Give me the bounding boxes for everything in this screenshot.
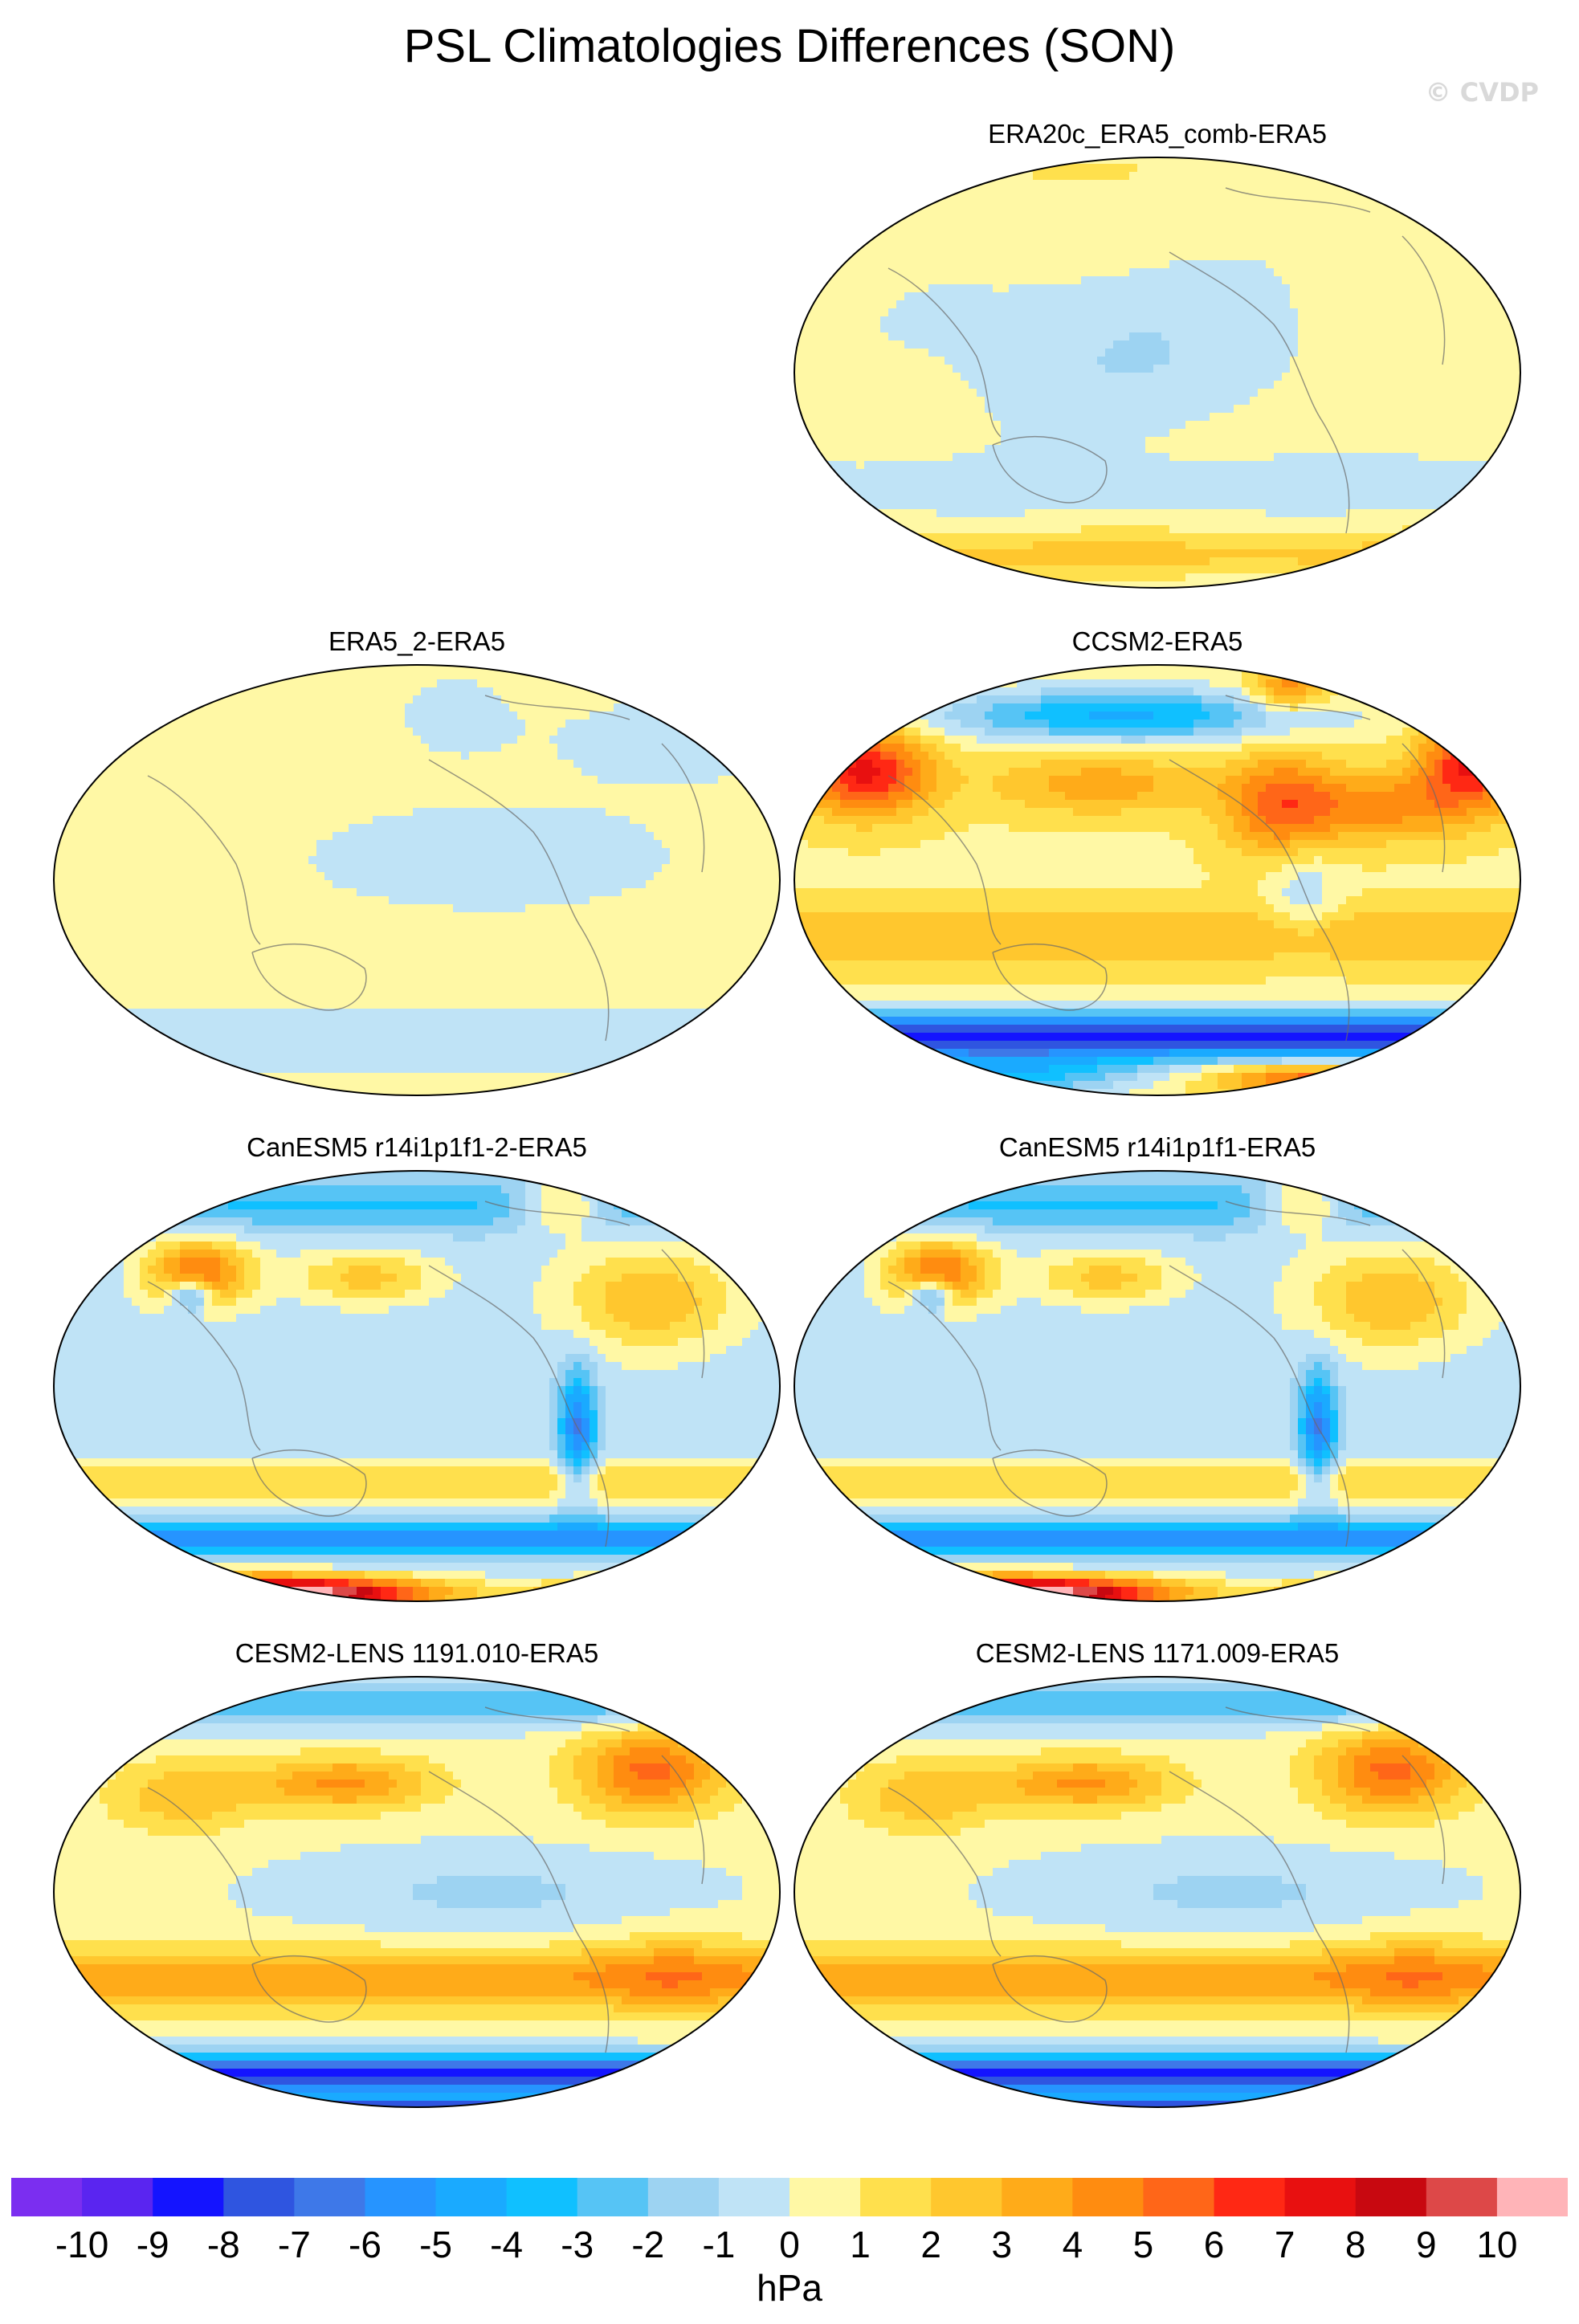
map <box>794 1170 1521 1602</box>
map <box>794 664 1521 1096</box>
colorbar-box <box>790 2178 861 2216</box>
colorbar-box <box>647 2178 720 2216</box>
colorbar-tick-label: -1 <box>702 2223 735 2266</box>
colorbar-box <box>1496 2178 1568 2216</box>
colorbar-box <box>1002 2178 1073 2216</box>
colorbar-box <box>1355 2178 1427 2216</box>
colorbar-tick-label: -3 <box>561 2223 594 2266</box>
colorbar-tick-label: 0 <box>779 2223 800 2266</box>
colorbar-box <box>294 2178 365 2216</box>
colorbar-box <box>365 2178 437 2216</box>
panel-title: CCSM2-ERA5 <box>792 626 1523 657</box>
panel-title: ERA5_2-ERA5 <box>51 626 782 657</box>
colorbar-tick-label: -5 <box>419 2223 452 2266</box>
colorbar-box <box>1143 2178 1215 2216</box>
colorbar-tick-label: 5 <box>1133 2223 1154 2266</box>
colorbar-tick-label: -2 <box>631 2223 664 2266</box>
colorbar-tick-label: 8 <box>1345 2223 1366 2266</box>
panel-title: CESM2-LENS 1171.009-ERA5 <box>792 1638 1523 1669</box>
map <box>794 157 1521 589</box>
colorbar-tick-label: 1 <box>850 2223 871 2266</box>
colorbar-box <box>82 2178 153 2216</box>
colorbar-tick-label: -7 <box>278 2223 311 2266</box>
colorbar-box <box>11 2178 83 2216</box>
map <box>53 1676 781 2108</box>
panel-title: CanESM5 r14i1p1f1-ERA5 <box>792 1132 1523 1163</box>
colorbar-box <box>931 2178 1002 2216</box>
colorbar-box <box>860 2178 932 2216</box>
panel-title: CanESM5 r14i1p1f1-2-ERA5 <box>51 1132 782 1163</box>
panel-title: ERA20c_ERA5_comb-ERA5 <box>792 119 1523 149</box>
colorbar-box <box>1214 2178 1286 2216</box>
figure-title: PSL Climatologies Differences (SON) <box>0 19 1579 73</box>
map <box>53 664 781 1096</box>
colorbar-tick-label: 6 <box>1204 2223 1225 2266</box>
colorbar-box <box>1072 2178 1144 2216</box>
colorbar-tick-label: 7 <box>1275 2223 1295 2266</box>
colorbar-box <box>577 2178 649 2216</box>
colorbar-tick-label: 2 <box>920 2223 941 2266</box>
colorbar-tick-label: -10 <box>55 2223 108 2266</box>
colorbar-tick-label: -9 <box>137 2223 169 2266</box>
colorbar <box>11 2178 1568 2216</box>
colorbar-tick-label: -4 <box>490 2223 523 2266</box>
colorbar-box <box>718 2178 790 2216</box>
colorbar-box <box>1426 2178 1498 2216</box>
colorbar-box <box>1284 2178 1357 2216</box>
panel-title: CESM2-LENS 1191.010-ERA5 <box>51 1638 782 1669</box>
colorbar-tick-label: -6 <box>349 2223 381 2266</box>
colorbar-tick-label: 3 <box>991 2223 1012 2266</box>
colorbar-box <box>435 2178 508 2216</box>
colorbar-tick-label: 9 <box>1416 2223 1437 2266</box>
colorbar-tick-label: -8 <box>207 2223 240 2266</box>
colorbar-box <box>153 2178 224 2216</box>
colorbar-units: hPa <box>0 2266 1579 2310</box>
colorbar-box <box>506 2178 578 2216</box>
watermark: © CVDP <box>1426 77 1539 108</box>
map <box>53 1170 781 1602</box>
colorbar-box <box>223 2178 295 2216</box>
colorbar-tick-label: 4 <box>1063 2223 1083 2266</box>
map <box>794 1676 1521 2108</box>
colorbar-tick-label: 10 <box>1476 2223 1517 2266</box>
